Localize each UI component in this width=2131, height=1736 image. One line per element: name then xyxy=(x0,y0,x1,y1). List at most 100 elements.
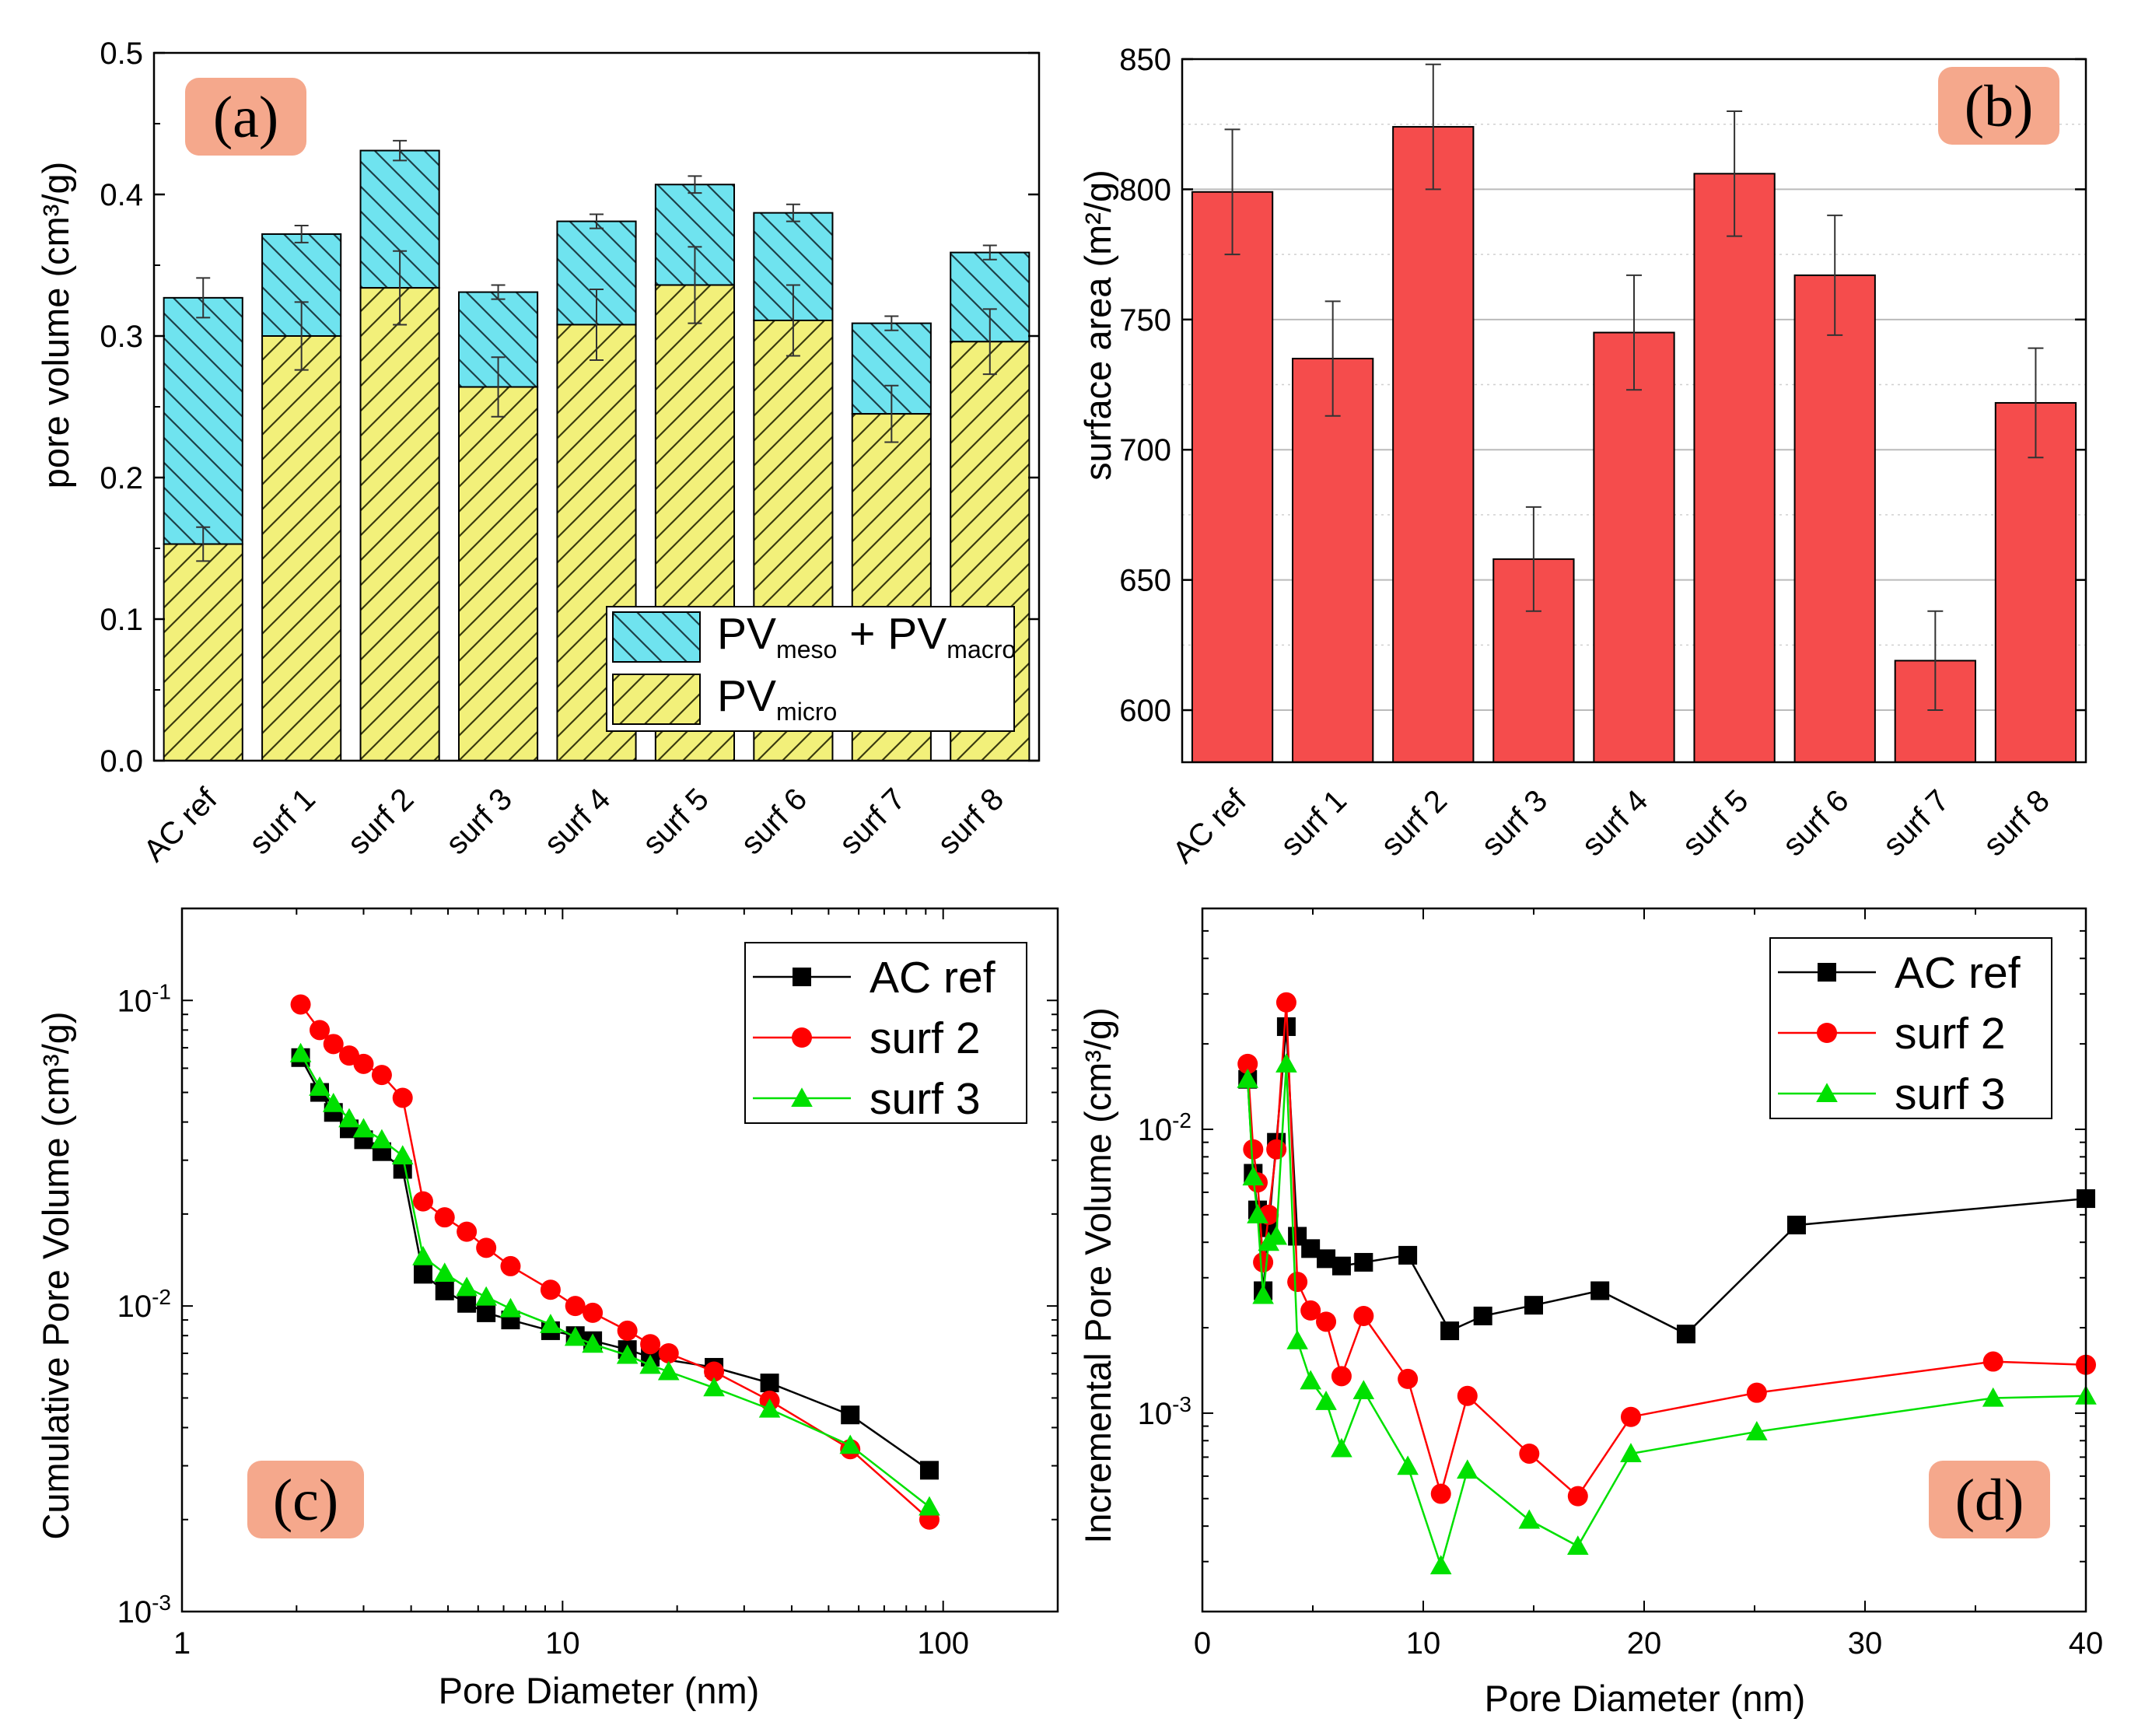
ytick-c-1: 10-2 xyxy=(117,1285,171,1324)
point-c-2-2 xyxy=(322,1092,345,1112)
plot-c-frame xyxy=(180,907,1059,1613)
point-d-2-18 xyxy=(1746,1421,1768,1440)
point-d-2-12 xyxy=(1397,1455,1419,1475)
point-d-2-1 xyxy=(1242,1166,1265,1186)
point-c-2-18 xyxy=(703,1377,725,1397)
panel-c-xlabel: Pore Diameter (nm) xyxy=(439,1670,760,1711)
bar-b-1 xyxy=(1292,358,1374,763)
ytick-b-3: 750 xyxy=(1119,303,1171,338)
point-d-0-18 xyxy=(1786,1216,1806,1235)
point-d-1-10 xyxy=(1331,1366,1352,1387)
point-c-2-10 xyxy=(475,1286,497,1306)
legend-d-label-2: surf 3 xyxy=(1895,1069,2006,1119)
xtick-c-0: 1 xyxy=(173,1626,191,1661)
legend-meso-swatch xyxy=(612,611,701,663)
point-c-1-4 xyxy=(353,1053,374,1074)
point-d-1-17 xyxy=(1620,1406,1641,1427)
xtick-b-8: surf 8 xyxy=(1977,783,2056,863)
legend-d-label-1: surf 2 xyxy=(1895,1009,2006,1059)
point-d-0-15 xyxy=(1524,1296,1543,1315)
xtick-b-5: surf 5 xyxy=(1676,783,1755,863)
point-d-1-1 xyxy=(1243,1139,1264,1160)
plot-d-frame xyxy=(1201,907,2087,1613)
ytick-b-0: 600 xyxy=(1119,694,1171,728)
xtick-b-7: surf 7 xyxy=(1877,783,1956,863)
point-c-2-0 xyxy=(289,1042,312,1062)
point-c-2-19 xyxy=(758,1398,781,1418)
xtick-c-2: 100 xyxy=(917,1626,969,1661)
panel-b-label: (b) xyxy=(1965,74,2034,139)
point-d-1-16 xyxy=(1567,1486,1588,1507)
ytick-b-4: 800 xyxy=(1119,173,1171,207)
panel-d-badge: (d) xyxy=(1929,1461,2050,1538)
legend-d-marker-1 xyxy=(1817,1023,1837,1043)
point-c-2-20 xyxy=(839,1434,862,1454)
point-c-2-11 xyxy=(499,1297,522,1318)
point-d-1-8 xyxy=(1300,1300,1321,1321)
xtick-a-7: surf 7 xyxy=(833,782,912,861)
point-c-2-9 xyxy=(456,1276,478,1297)
bar-meso-0 xyxy=(163,296,243,545)
point-d-2-7 xyxy=(1286,1329,1308,1349)
legend-c-label-0: AC ref xyxy=(870,953,996,1003)
ytick-a-4: 0.4 xyxy=(100,178,143,212)
panel-d-xlabel: Pore Diameter (nm) xyxy=(1485,1678,1806,1719)
ytick-a-5: 0.5 xyxy=(100,37,143,71)
point-c-2-3 xyxy=(338,1108,360,1128)
ytick-a-3: 0.3 xyxy=(100,320,143,354)
point-c-1-18 xyxy=(704,1361,725,1382)
ytick-b-5: 850 xyxy=(1119,43,1171,77)
legend-d-box xyxy=(1769,937,2052,1119)
point-c-0-18 xyxy=(760,1374,779,1393)
xtick-c-1: 10 xyxy=(545,1626,580,1661)
ytick-d-0: 10-3 xyxy=(1138,1392,1191,1431)
point-d-1-0 xyxy=(1237,1053,1258,1074)
point-c-0-9 xyxy=(457,1293,477,1313)
bar-b-5 xyxy=(1693,173,1776,763)
point-c-1-11 xyxy=(500,1255,521,1276)
legend-micro-label: PVmicro xyxy=(717,671,837,726)
panel-b: surface area (m²/g) AC ref surf 1 surf 2 su… xyxy=(1077,43,2087,870)
xtick-b-2: surf 2 xyxy=(1374,783,1454,863)
panel-d-label: (d) xyxy=(1955,1468,2024,1533)
point-d-2-3 xyxy=(1252,1284,1274,1304)
point-c-2-5 xyxy=(371,1129,393,1149)
point-d-2-16 xyxy=(1567,1535,1589,1555)
panel-a: pore volume (cm³/g) AC ref surf 1 surf 2 su… xyxy=(35,37,1041,869)
bar-b-2 xyxy=(1392,126,1475,763)
bar-b-6 xyxy=(1793,274,1876,763)
point-d-0-17 xyxy=(1676,1325,1695,1344)
xtick-a-3: surf 3 xyxy=(439,782,519,861)
ytick-b-2: 700 xyxy=(1119,433,1171,467)
xtick-a-4: surf 4 xyxy=(538,782,618,861)
point-d-2-8 xyxy=(1300,1370,1321,1390)
point-d-1-19 xyxy=(1982,1351,2003,1372)
panel-c-plot: 10-3 10-2 10-1 1 10 100 AC ref surf 2 surf 3 xyxy=(117,907,1059,1661)
legend-micro-swatch xyxy=(612,674,701,725)
panel-c-label: (c) xyxy=(273,1468,338,1533)
point-c-1-13 xyxy=(565,1296,586,1317)
point-c-1-16 xyxy=(640,1334,661,1355)
point-c-1-0 xyxy=(290,994,311,1015)
legend-c-marker-2 xyxy=(791,1087,813,1108)
point-d-2-5 xyxy=(1265,1225,1287,1245)
point-d-1-18 xyxy=(1746,1382,1767,1403)
bar-b-4 xyxy=(1593,331,1675,763)
point-d-2-11 xyxy=(1352,1380,1375,1400)
panel-c: Cumulative Pore Volume (cm³/g) Pore Diam… xyxy=(35,907,1059,1711)
panel-b-badge: (b) xyxy=(1938,67,2059,145)
ytick-a-2: 0.2 xyxy=(100,461,143,495)
ytick-c-0: 10-3 xyxy=(117,1591,171,1629)
point-c-1-10 xyxy=(476,1237,497,1258)
xtick-d-4: 40 xyxy=(2069,1626,2104,1661)
bar-micro-1 xyxy=(261,335,342,761)
legend-d-marker-2 xyxy=(1816,1083,1838,1103)
point-c-2-16 xyxy=(639,1354,661,1374)
xtick-d-0: 0 xyxy=(1194,1626,1211,1661)
panel-d-ylabel: Incremental Pore Volume (cm³/g) xyxy=(1077,1007,1118,1544)
point-c-2-14 xyxy=(582,1333,604,1353)
point-d-0-12 xyxy=(1398,1245,1418,1265)
ytick-c-2: 10-1 xyxy=(117,979,171,1018)
point-d-2-15 xyxy=(1518,1509,1541,1529)
point-c-1-14 xyxy=(583,1302,604,1323)
